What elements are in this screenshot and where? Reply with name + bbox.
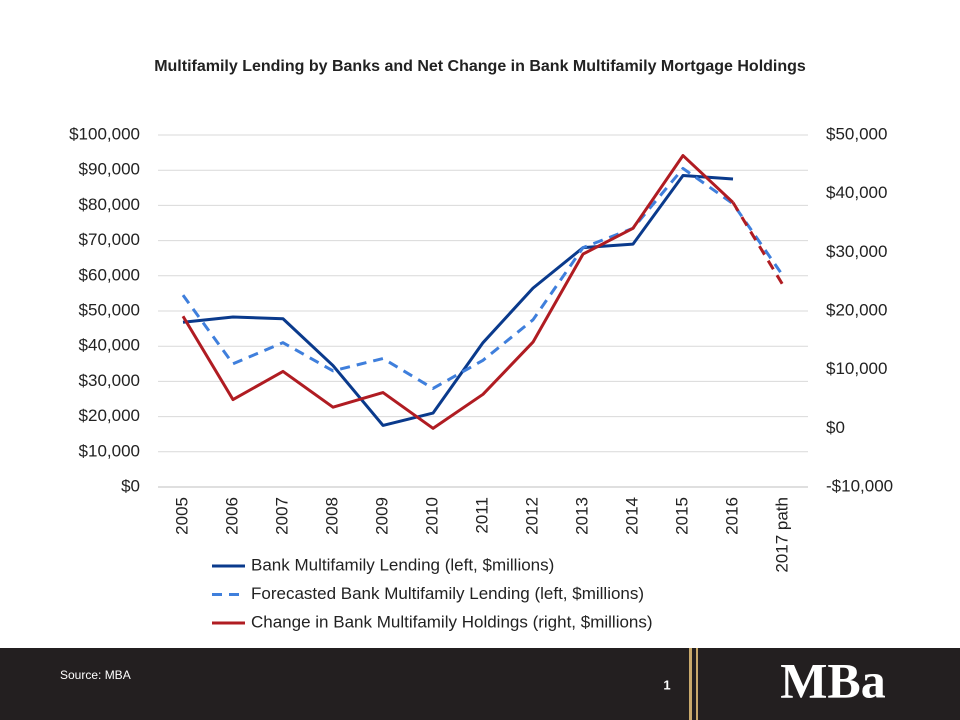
x-tick-label: 2015 — [672, 497, 691, 535]
y2-tick-label: $30,000 — [826, 242, 887, 261]
y-tick-label: $100,000 — [69, 124, 140, 143]
x-tick-label: 2005 — [172, 497, 191, 535]
y-tick-label: $0 — [121, 476, 140, 495]
y2-tick-label: $0 — [826, 418, 845, 437]
series-line — [181, 154, 735, 430]
x-tick-label: 2014 — [622, 497, 641, 535]
legend-label: Change in Bank Multifamily Holdings (rig… — [251, 612, 653, 631]
y2-tick-label: $10,000 — [826, 359, 887, 378]
x-tick-label: 2011 — [472, 497, 491, 534]
y-tick-label: $30,000 — [79, 371, 140, 390]
series-line — [181, 166, 785, 390]
x-tick-label: 2007 — [272, 497, 291, 535]
y-tick-label: $20,000 — [79, 406, 140, 425]
x-tick-label: 2017 path — [772, 497, 791, 573]
x-tick-label: 2013 — [572, 497, 591, 535]
y-tick-label: $10,000 — [79, 441, 140, 460]
x-tick-label: 2012 — [522, 497, 541, 535]
y-tick-label: $80,000 — [79, 195, 140, 214]
source: Source: MBA — [60, 668, 131, 682]
x-tick-label: 2006 — [222, 497, 241, 535]
divider — [696, 648, 698, 720]
footer-bar — [0, 648, 960, 720]
x-tick-label: 2010 — [422, 497, 441, 535]
y-tick-label: $90,000 — [79, 160, 140, 179]
x-tick-label: 2008 — [322, 497, 341, 535]
legend-label: Forecasted Bank Multifamily Lending (lef… — [251, 584, 644, 603]
legend-label: Bank Multifamily Lending (left, $million… — [251, 555, 554, 574]
chart-title: Multifamily Lending by Banks and Net Cha… — [154, 58, 806, 75]
x-tick-label: 2016 — [722, 497, 741, 535]
y-tick-label: $50,000 — [79, 300, 140, 319]
y-tick-label: $60,000 — [79, 265, 140, 284]
y2-tick-label: $40,000 — [826, 183, 887, 202]
x-tick-label: 2009 — [372, 497, 391, 535]
page-number: 1 — [663, 677, 670, 692]
divider — [689, 648, 692, 720]
y2-tick-label: $20,000 — [826, 300, 887, 319]
y2-tick-label: -$10,000 — [826, 476, 893, 495]
y-tick-label: $70,000 — [79, 230, 140, 249]
y-tick-label: $40,000 — [79, 336, 140, 355]
logo: MBa — [780, 652, 886, 708]
series-line — [182, 173, 734, 427]
y2-tick-label: $50,000 — [826, 124, 887, 143]
